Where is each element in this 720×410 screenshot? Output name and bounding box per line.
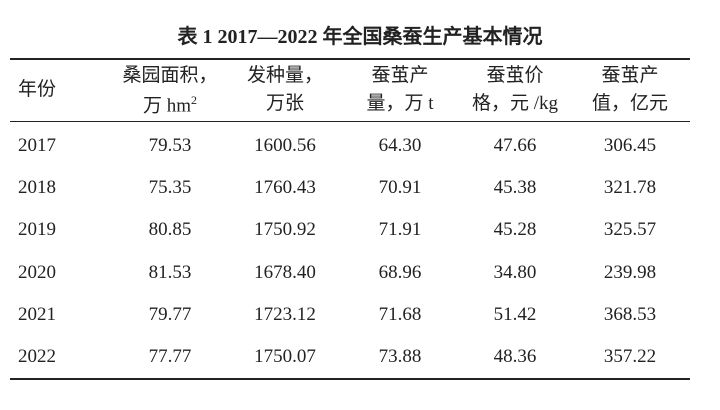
table-cell: 45.28 — [493, 219, 537, 241]
table-cell: 70.91 — [378, 177, 422, 199]
table-cell: 2020 — [18, 261, 56, 283]
superscript: 2 — [191, 93, 198, 107]
header-cell: 格，元 /kg — [471, 93, 559, 114]
table-cell: 2021 — [18, 303, 56, 325]
table-cell: 47.66 — [493, 135, 537, 156]
table-cell: 34.80 — [493, 261, 537, 283]
table-cell: 79.53 — [148, 135, 192, 156]
table-cell: 2017 — [18, 135, 56, 156]
table-cell: 51.42 — [493, 303, 537, 325]
table-cell: 1750.92 — [254, 219, 316, 241]
table-cell: 48.36 — [493, 346, 537, 367]
table-cell: 306.45 — [603, 135, 657, 156]
table-cell: 357.22 — [603, 346, 657, 367]
header-cell: 发种量， — [246, 65, 323, 86]
table-cell: 1723.12 — [254, 303, 316, 325]
bottom-rule — [10, 378, 690, 380]
header-cell: 万张 — [265, 93, 304, 114]
table-cell: 73.88 — [378, 346, 422, 367]
table-cell: 45.38 — [493, 177, 537, 199]
header-cell: 蚕茧产 — [371, 65, 429, 86]
header-cell: 年份 — [18, 79, 57, 100]
table-cell: 2022 — [18, 346, 56, 367]
table-cell: 2019 — [18, 219, 56, 241]
header-cell: 蚕茧产 — [601, 65, 659, 86]
table-cell: 79.77 — [148, 303, 192, 325]
table-cell: 1750.07 — [254, 346, 316, 367]
table-cell: 81.53 — [148, 261, 192, 283]
table-cell: 80.85 — [148, 219, 192, 241]
table-cell: 75.35 — [148, 177, 192, 199]
header-rule — [10, 121, 690, 122]
table-cell: 2018 — [18, 177, 56, 199]
table-cell: 1600.56 — [254, 135, 316, 156]
table-cell: 368.53 — [603, 303, 657, 325]
header-cell: 桑园面积， — [122, 65, 218, 86]
table-cell: 1760.43 — [254, 177, 316, 199]
table-cell: 68.96 — [378, 261, 422, 283]
header-cell: 量，万 t — [366, 93, 434, 114]
header-cell: 值，亿元 — [591, 93, 668, 114]
table-cell: 321.78 — [603, 177, 657, 199]
top-rule — [10, 58, 690, 60]
header-cell: 蚕茧价 — [486, 65, 544, 86]
table-title: 表 1 2017—2022 年全国桑蚕生产基本情况 — [177, 26, 543, 48]
table-cell: 77.77 — [148, 346, 192, 367]
table-cell: 1678.40 — [254, 261, 316, 283]
header-cell: 万 hm2 — [142, 93, 198, 117]
table-cell: 71.91 — [378, 219, 422, 241]
table-cell: 64.30 — [378, 135, 422, 156]
table-cell: 325.57 — [603, 219, 657, 241]
table-cell: 239.98 — [603, 261, 657, 283]
table-cell: 71.68 — [378, 303, 422, 325]
